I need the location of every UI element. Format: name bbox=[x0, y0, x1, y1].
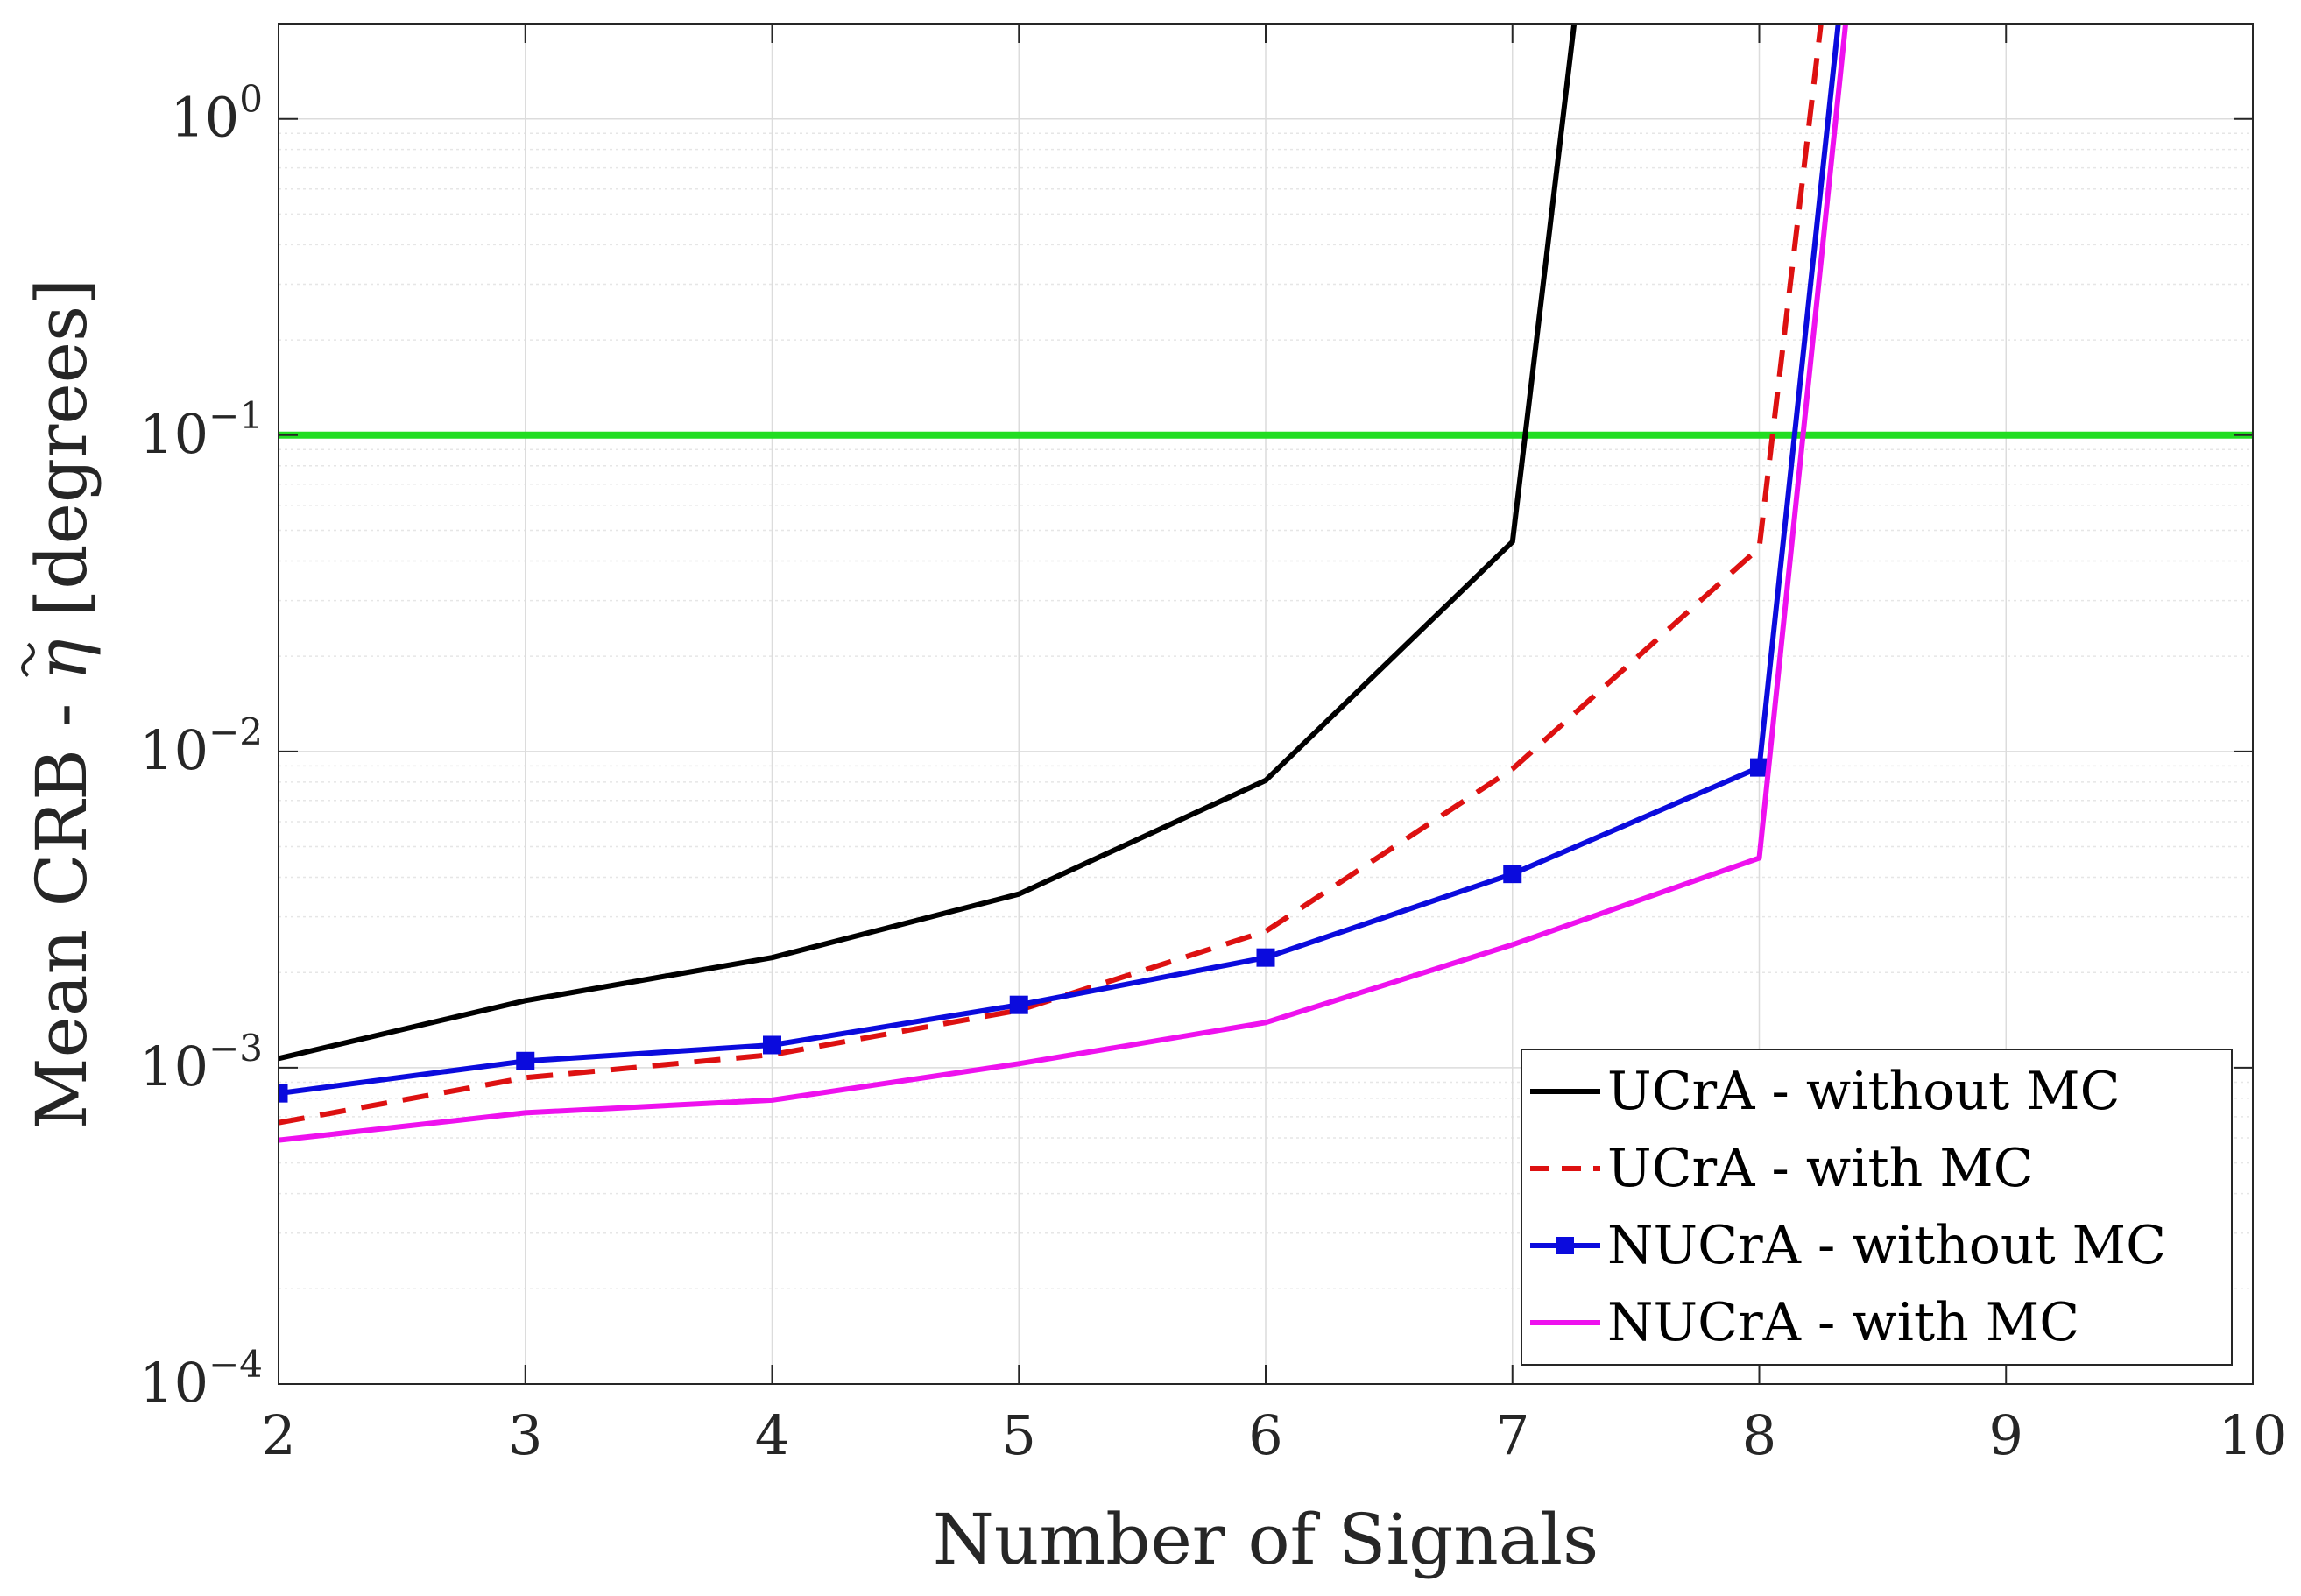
x-tick-labels: 2 3 4 5 6 7 8 9 10 bbox=[261, 1403, 2287, 1467]
data-point-marker bbox=[516, 1051, 535, 1070]
data-point-marker bbox=[1256, 948, 1275, 967]
x-tick-label: 10 bbox=[2219, 1403, 2288, 1467]
x-tick-label: 5 bbox=[1002, 1403, 1036, 1467]
series-layer bbox=[279, 24, 1849, 1143]
data-point-marker bbox=[763, 1035, 781, 1055]
x-tick-label: 9 bbox=[1989, 1403, 2023, 1467]
x-tick-label: 8 bbox=[1742, 1403, 1776, 1467]
x-tick-label: 2 bbox=[261, 1403, 295, 1467]
series-line-ucra-without-mc bbox=[279, 24, 1578, 1062]
y-tick-label: 10−2 bbox=[139, 710, 263, 782]
data-point-marker bbox=[1009, 995, 1028, 1014]
x-axis-label: Number of Signals bbox=[933, 1499, 1599, 1580]
eta-tilde-accent bbox=[21, 642, 35, 677]
legend-label-nucra-without-mc: NUCrA - without MC bbox=[1607, 1215, 2166, 1276]
series-line-ucra-with-mc bbox=[279, 24, 1824, 1126]
x-tick-label: 7 bbox=[1495, 1403, 1529, 1467]
legend-marker-nucra-without-mc bbox=[1556, 1237, 1574, 1254]
series-line-nucra-with-mc bbox=[279, 24, 1849, 1143]
y-tick-labels: 10−4 10−3 10−2 10−1 100 bbox=[139, 78, 263, 1415]
x-tick-label: 6 bbox=[1248, 1403, 1282, 1467]
x-tick-label: 4 bbox=[755, 1403, 789, 1467]
legend-label-nucra-with-mc: NUCrA - with MC bbox=[1607, 1292, 2079, 1353]
data-point-marker bbox=[279, 1084, 288, 1103]
legend: UCrA - without MC UCrA - with MC NUCrA - w… bbox=[1521, 1049, 2233, 1366]
legend-label-ucra-without-mc: UCrA - without MC bbox=[1607, 1061, 2121, 1122]
data-point-marker bbox=[1503, 865, 1522, 884]
legend-label-ucra-with-mc: UCrA - with MC bbox=[1607, 1138, 2034, 1199]
x-tick-label: 3 bbox=[508, 1403, 542, 1467]
y-tick-label: 10−4 bbox=[139, 1343, 263, 1415]
series-line-nucra-without-mc bbox=[279, 24, 1841, 1097]
y-tick-label: 100 bbox=[170, 78, 263, 150]
y-tick-label: 10−1 bbox=[139, 394, 263, 466]
y-tick-label: 10−3 bbox=[139, 1027, 263, 1098]
ticks bbox=[278, 24, 2254, 1385]
y-axis-label: Mean CRB - η [degrees] bbox=[21, 279, 102, 1130]
legend-box bbox=[1521, 1049, 2233, 1366]
